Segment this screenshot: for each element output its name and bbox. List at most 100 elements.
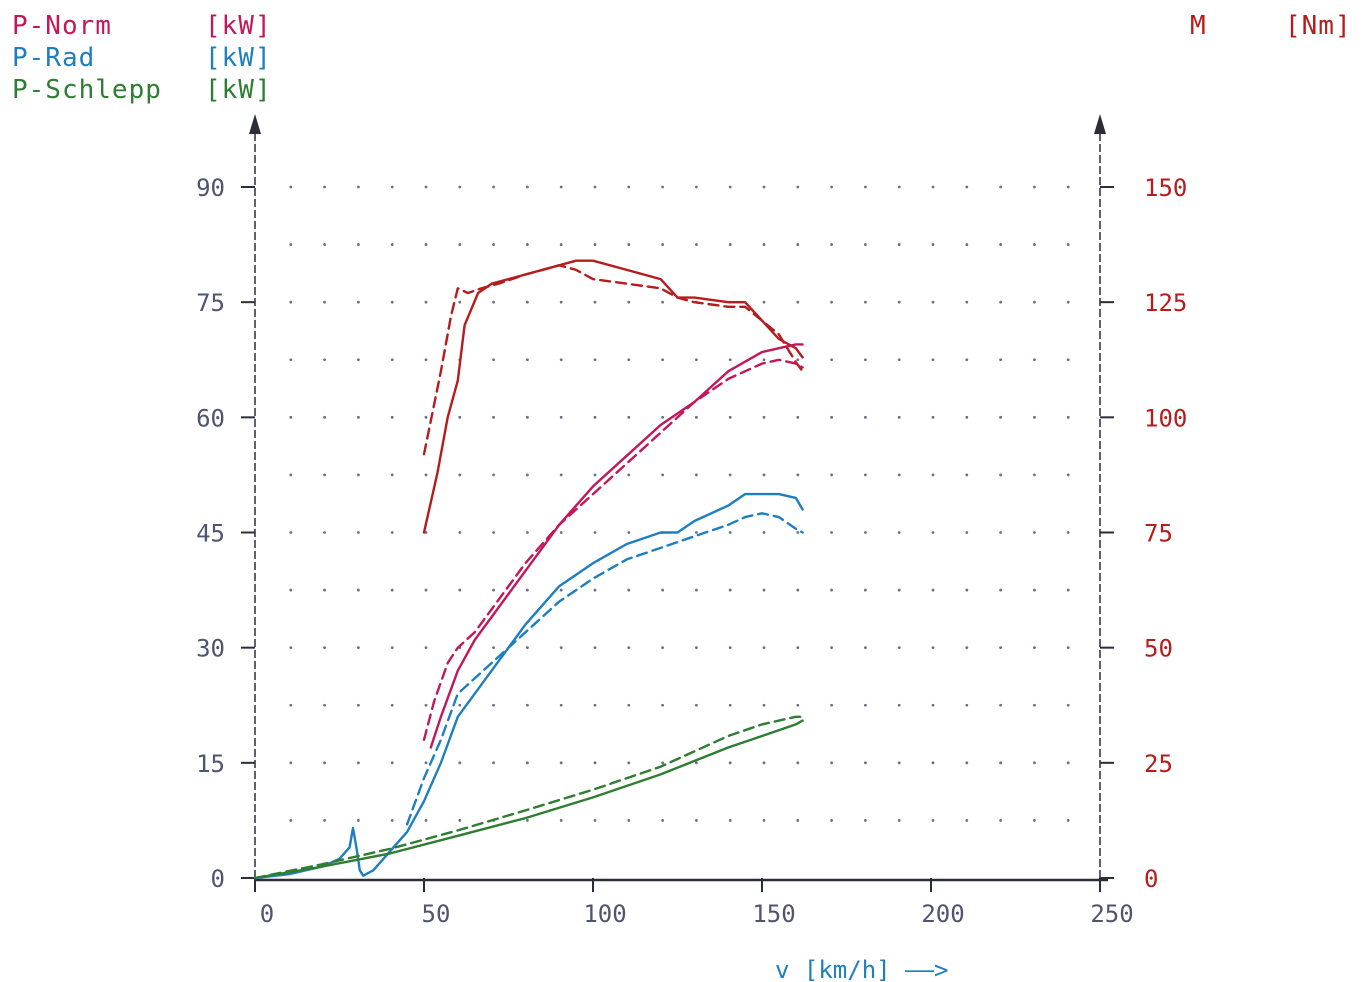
grid-dot (559, 703, 563, 707)
grid-dot (458, 703, 462, 707)
grid-dot (593, 473, 597, 477)
grid-dot (830, 703, 833, 707)
grid-dot (897, 185, 901, 189)
grid-dot (965, 531, 969, 534)
grid-dot (492, 358, 495, 362)
grid-dot (526, 358, 529, 362)
x-tick-label: 100 (583, 900, 626, 928)
grid-dot (357, 646, 360, 650)
grid-dot (796, 588, 800, 592)
grid-dot (728, 185, 732, 189)
grid-dot (458, 473, 462, 477)
grid-dot (695, 243, 698, 246)
grid-dot (864, 185, 867, 189)
grid-dot (965, 819, 969, 822)
grid-dot (526, 185, 529, 189)
grid-dot (999, 358, 1002, 362)
grid-dot (796, 761, 800, 765)
grid-dot (796, 300, 800, 304)
grid-dot (864, 300, 867, 304)
grid-dot (458, 761, 462, 765)
grid-dot (458, 185, 462, 189)
grid-dot (559, 243, 563, 246)
grid-dot (728, 703, 732, 707)
legend-p-rad-name: P-Rad (12, 43, 95, 73)
grid-dot (390, 819, 394, 822)
ticks: 0 15 30 45 60 75 90 0 25 50 75 100 125 150 0 50 100 150 20… (196, 174, 1187, 928)
grid-dot (695, 531, 698, 534)
grid-dot (1066, 473, 1070, 477)
grid-dot (289, 646, 293, 650)
grid-dot (526, 588, 529, 592)
grid-dot (965, 185, 969, 189)
series-m-dashed (422, 264, 804, 456)
grid-dot (830, 761, 833, 765)
grid-dot (323, 473, 326, 477)
grid-dot (1033, 358, 1036, 362)
left-tick-label: 75 (196, 289, 225, 317)
grid-dot (390, 703, 394, 707)
grid-dot (593, 761, 597, 765)
grid-dot (661, 300, 664, 304)
grid-dot (492, 243, 495, 246)
grid-dot (357, 243, 360, 246)
grid-dot (357, 819, 360, 822)
grid-dot (830, 415, 833, 419)
grid-dot (695, 588, 698, 592)
grid-dot (627, 588, 631, 592)
grid-dot (424, 300, 428, 304)
right-tick-label: 150 (1144, 174, 1187, 202)
grid-dot (526, 300, 529, 304)
grid-dot (762, 761, 766, 765)
grid-dot (1033, 185, 1036, 189)
grid-dot (999, 703, 1002, 707)
grid-dot (424, 588, 428, 592)
grid-dot (492, 646, 495, 650)
grid-dot (661, 588, 664, 592)
grid-dot (627, 358, 631, 362)
grid-dot (728, 531, 732, 534)
grid-dot (762, 819, 766, 822)
grid-dot (593, 703, 597, 707)
right-tick-label: 75 (1144, 520, 1173, 548)
grid-dot (695, 415, 698, 419)
grid-dot (390, 473, 394, 477)
grid (289, 185, 1070, 822)
grid-dot (728, 243, 732, 246)
left-tick-label: 60 (196, 404, 225, 432)
grid-dot (931, 185, 935, 189)
grid-dot (661, 473, 664, 477)
grid-dot (289, 588, 293, 592)
grid-dot (323, 531, 326, 534)
grid-dot (593, 415, 597, 419)
grid-dot (931, 761, 935, 765)
grid-dot (458, 531, 462, 534)
grid-dot (695, 185, 698, 189)
grid-dot (593, 185, 597, 189)
grid-dot (999, 300, 1002, 304)
grid-dot (323, 819, 326, 822)
grid-dot (931, 473, 935, 477)
grid-dot (526, 243, 529, 246)
grid-dot (830, 185, 833, 189)
grid-dot (1066, 243, 1070, 246)
grid-dot (390, 358, 394, 362)
grid-dot (864, 473, 867, 477)
grid-dot (390, 415, 394, 419)
grid-dot (796, 415, 800, 419)
grid-dot (593, 300, 597, 304)
grid-dot (965, 703, 969, 707)
grid-dot (931, 703, 935, 707)
grid-dot (762, 358, 766, 362)
right-axis-arrow (1094, 114, 1106, 134)
grid-dot (728, 819, 732, 822)
grid-dot (897, 819, 901, 822)
grid-dot (526, 761, 529, 765)
grid-dot (762, 646, 766, 650)
grid-dot (965, 473, 969, 477)
grid-dot (1066, 185, 1070, 189)
grid-dot (323, 185, 326, 189)
grid-dot (830, 358, 833, 362)
grid-dot (1066, 703, 1070, 707)
